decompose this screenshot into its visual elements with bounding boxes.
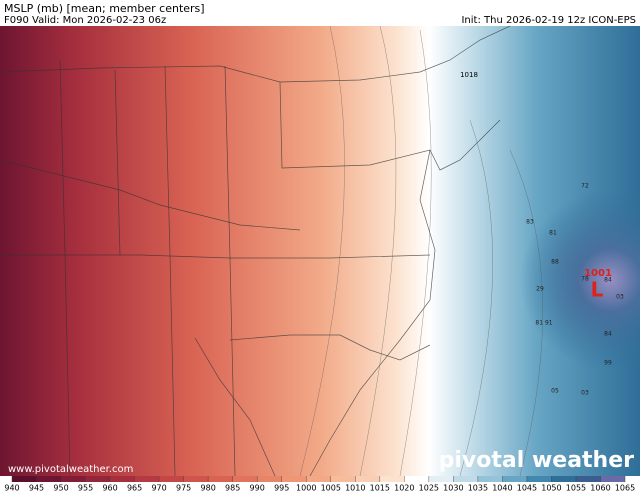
isobar-label: 1018	[460, 71, 478, 79]
colorbar-label: 1015	[370, 484, 390, 493]
colorbar-segment	[379, 476, 405, 482]
colorbar-label: 965	[127, 484, 142, 493]
member-center: 78	[581, 276, 589, 283]
colorbar-label: 1005	[321, 484, 341, 493]
member-center: 81 91	[535, 320, 552, 327]
low-symbol: L	[591, 278, 604, 302]
colorbar-segment	[232, 476, 258, 482]
member-center: 72	[581, 183, 589, 190]
colorbar-segment	[355, 476, 380, 482]
logo: pivotal weather	[439, 448, 634, 473]
colorbar-segment	[61, 476, 86, 482]
colorbar-label: 1000	[296, 484, 316, 493]
colorbar: 940 945 950 955 960 965 970 975 980 985 990 995 1000…	[0, 476, 640, 494]
colorbar-segment	[551, 476, 576, 482]
colorbar-label: 1050	[541, 484, 561, 493]
member-center: 03	[581, 390, 589, 397]
boundaries	[0, 25, 543, 477]
member-center: 29	[536, 286, 544, 293]
colorbar-label: 995	[274, 484, 289, 493]
colorbar-segment	[477, 476, 503, 482]
colorbar-segment	[208, 476, 233, 482]
colorbar-label: 990	[250, 484, 265, 493]
member-center: 99	[604, 360, 612, 367]
colorbar-label: 945	[29, 484, 44, 493]
colorbar-segment	[134, 476, 160, 482]
member-center: 84	[604, 277, 612, 284]
colorbar-segment	[110, 476, 135, 482]
colorbar-label: 1055	[566, 484, 586, 493]
member-center: 81	[549, 230, 557, 237]
colorbar-label: 960	[102, 484, 117, 493]
colorbar-label: 955	[78, 484, 93, 493]
colorbar-label: 1065	[615, 484, 635, 493]
member-center: 83	[526, 219, 534, 226]
colorbar-label: 940	[4, 484, 19, 493]
colorbar-segment	[428, 476, 454, 482]
low-pressure-value: 1001	[584, 268, 612, 279]
colorbar-segment	[12, 476, 37, 482]
colorbar-segment	[453, 476, 478, 482]
colorbar-label: 1045	[517, 484, 537, 493]
colorbar-segment	[306, 476, 331, 482]
colorbar-label: 970	[151, 484, 166, 493]
low-field	[450, 140, 640, 440]
colorbar-segment	[183, 476, 209, 482]
colorbar-segment	[330, 476, 356, 482]
colorbar-segment	[575, 476, 601, 482]
colorbar-label: 985	[225, 484, 240, 493]
colorbar-label: 1030	[443, 484, 463, 493]
website: www.pivotalweather.com	[8, 464, 133, 475]
colorbar-label: 980	[201, 484, 216, 493]
member-center: 05	[551, 388, 559, 395]
member-center: 88	[551, 259, 559, 266]
colorbar-segment	[257, 476, 282, 482]
init-time: Init: Thu 2026-02-19 12z ICON-EPS	[461, 15, 636, 26]
colorbar-label: 1035	[468, 484, 488, 493]
member-center: 03	[616, 294, 624, 301]
map-title: MSLP (mb) [mean; member centers]	[4, 2, 205, 15]
colorbar-label: 1020	[394, 484, 414, 493]
colorbar-segment	[404, 476, 429, 482]
colorbar-label: 1040	[492, 484, 512, 493]
colorbar-segment	[526, 476, 552, 482]
colorbar-segment	[281, 476, 307, 482]
header-bar	[0, 0, 640, 26]
member-centers: 72 83 81 88 78 84 29 03 81 91 84 99 05 03	[526, 183, 624, 397]
colorbar-segment	[159, 476, 184, 482]
colorbar-label: 1025	[419, 484, 439, 493]
colorbar-segment	[502, 476, 527, 482]
colorbar-segment	[85, 476, 111, 482]
colorbar-segment	[36, 476, 62, 482]
colorbar-label: 1060	[590, 484, 610, 493]
colorbar-label: 975	[176, 484, 191, 493]
colorbar-label: 950	[53, 484, 68, 493]
colorbar-label: 1010	[345, 484, 365, 493]
valid-time: F090 Valid: Mon 2026-02-23 06z	[4, 15, 166, 26]
colorbar-segment	[600, 476, 625, 482]
member-center: 84	[604, 331, 612, 338]
